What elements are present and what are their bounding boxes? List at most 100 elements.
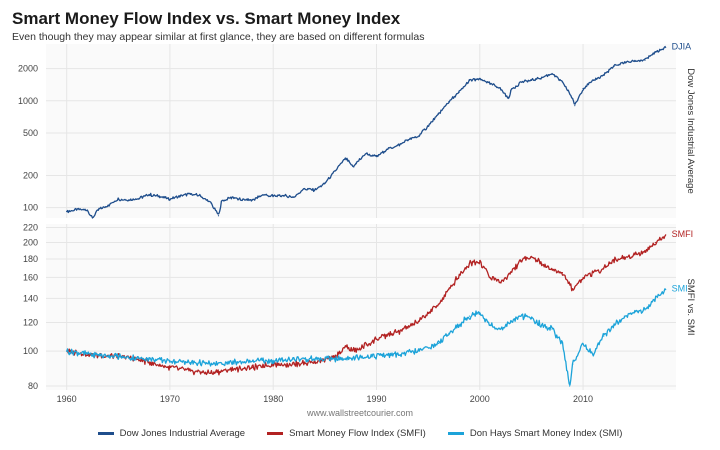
data-point <box>262 194 264 196</box>
data-point <box>344 345 347 348</box>
data-point <box>644 251 646 253</box>
legend-swatch-djia <box>97 432 114 435</box>
data-point <box>530 318 533 320</box>
y-tick-label: 80 <box>28 381 38 391</box>
legend-label-smfi: Smart Money Flow Index (SMFI) <box>289 428 426 439</box>
data-point <box>117 198 119 200</box>
data-point <box>282 194 285 197</box>
data-point <box>200 195 202 197</box>
data-point <box>355 356 357 359</box>
legend-label-smi: Don Hays Smart Money Index (SMI) <box>469 428 623 439</box>
data-point <box>251 366 254 369</box>
data-point <box>520 315 522 317</box>
data-point <box>613 260 615 262</box>
data-point <box>365 153 367 155</box>
data-point <box>148 358 150 360</box>
data-point <box>582 88 584 90</box>
data-point <box>654 297 656 299</box>
data-point <box>561 342 563 345</box>
data-point <box>210 363 212 365</box>
data-point <box>468 315 471 317</box>
data-point <box>458 324 460 326</box>
data-point <box>272 360 274 362</box>
data-point <box>551 328 553 330</box>
data-point <box>417 321 419 324</box>
data-point <box>148 361 150 364</box>
series-line-smi <box>66 288 666 386</box>
data-point <box>293 358 295 360</box>
x-tick-label: 1980 <box>263 394 283 404</box>
data-point <box>665 289 667 291</box>
series-line-smfi <box>66 234 667 376</box>
data-point <box>499 328 502 330</box>
data-point <box>541 262 543 264</box>
data-point <box>510 271 512 274</box>
data-point <box>189 361 192 364</box>
data-point <box>293 196 295 198</box>
data-point <box>499 281 502 283</box>
data-point <box>231 361 233 364</box>
data-point <box>231 368 233 370</box>
top-panel-label: Dow Jones Industrial Average <box>685 68 696 194</box>
x-tick-label: 1960 <box>57 394 77 404</box>
data-point <box>644 309 646 311</box>
y-tick-label: 180 <box>23 254 38 264</box>
legend-item-smfi: Smart Money Flow Index (SMFI) <box>267 428 426 439</box>
data-point <box>427 125 429 127</box>
x-tick-label: 1990 <box>366 394 386 404</box>
data-point <box>66 350 68 352</box>
data-point <box>654 51 656 53</box>
y-tick-label: 140 <box>23 293 38 303</box>
data-point <box>458 274 460 277</box>
y-tick-label: 2000 <box>18 64 38 74</box>
data-point <box>251 199 254 201</box>
data-point <box>313 189 316 192</box>
data-point <box>458 91 460 93</box>
y-tick-label: 100 <box>23 203 38 213</box>
data-point <box>582 342 584 345</box>
bottom-panel-grid <box>46 224 676 390</box>
data-point <box>479 311 481 313</box>
data-point <box>375 355 378 357</box>
data-point <box>634 311 636 313</box>
data-point <box>128 356 130 359</box>
chart-subtitle: Even though they may appear similar at f… <box>12 31 425 43</box>
data-point <box>603 335 605 337</box>
data-point <box>520 81 522 83</box>
y-tick-label: 100 <box>23 346 38 356</box>
bottom-panel-lines: SMFI SMI <box>66 229 693 387</box>
data-point <box>293 363 295 365</box>
data-point <box>86 209 88 211</box>
data-point <box>353 166 355 168</box>
chart-area: 100 200 500 1000 2000 80 100 120 140 160 180 200 22… <box>18 42 696 404</box>
data-point <box>489 324 491 326</box>
data-point <box>86 353 88 355</box>
data-point <box>107 204 109 206</box>
top-panel-background <box>46 44 676 218</box>
data-point <box>217 215 220 217</box>
data-point <box>313 361 316 364</box>
data-point <box>448 332 450 334</box>
data-point <box>179 195 181 197</box>
x-tick-label: 1970 <box>160 394 180 404</box>
data-point <box>634 254 636 256</box>
data-point <box>665 234 667 236</box>
data-point <box>468 79 471 82</box>
data-point <box>551 269 553 271</box>
data-point <box>582 276 584 279</box>
data-point <box>437 342 440 345</box>
x-tick-label: 2000 <box>470 394 490 404</box>
top-panel-y-axis: 100 200 500 1000 2000 <box>18 64 38 213</box>
data-point <box>572 289 574 291</box>
data-point <box>569 385 571 387</box>
data-point <box>613 65 615 67</box>
data-point <box>561 271 563 274</box>
x-axis: 1960 1970 1980 1990 2000 2010 <box>57 394 593 404</box>
data-point <box>654 241 656 244</box>
data-point <box>128 199 130 201</box>
data-point <box>574 105 576 107</box>
data-point <box>375 338 378 340</box>
data-point <box>603 74 605 76</box>
data-point <box>644 59 646 61</box>
data-point <box>396 145 398 147</box>
